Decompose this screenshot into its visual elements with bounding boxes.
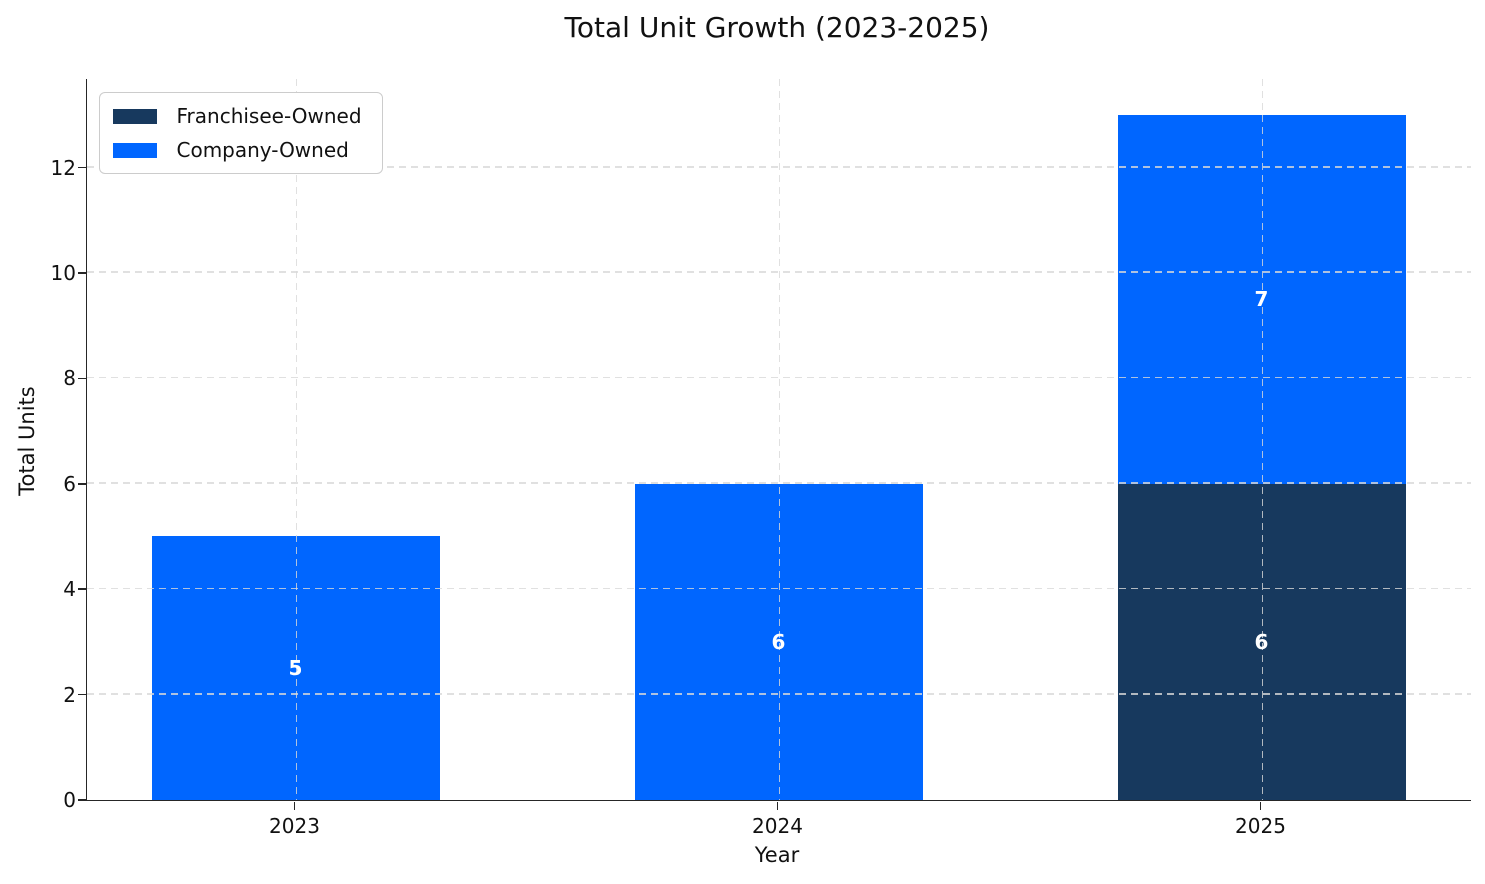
- plot-area: 5 6 6 7 Franchisee-Owned Company-Owned: [85, 79, 1471, 801]
- bar-value-label: 6: [1254, 629, 1269, 654]
- legend-label-franchisee-owned: Franchisee-Owned: [176, 104, 362, 128]
- y-tick-label: 10: [50, 260, 76, 285]
- legend: Franchisee-Owned Company-Owned: [98, 92, 383, 174]
- v-gridline: [778, 79, 780, 800]
- legend-swatch-company-owned-icon: [112, 142, 157, 158]
- y-tick-mark: [77, 377, 86, 380]
- y-tick-label: 6: [63, 471, 76, 496]
- y-tick-mark: [77, 166, 86, 169]
- x-tick-label: 2024: [752, 814, 803, 838]
- chart-title: Total Unit Growth (2023-2025): [564, 11, 990, 44]
- y-tick-mark: [77, 799, 86, 801]
- y-tick-mark: [77, 482, 86, 485]
- y-tick-mark: [77, 272, 86, 274]
- x-tick-label: 2025: [1235, 814, 1286, 838]
- y-tick-label: 2: [63, 682, 76, 707]
- v-gridline: [295, 79, 297, 800]
- y-tick-mark: [77, 693, 86, 696]
- legend-item-company-owned: Company-Owned: [112, 136, 362, 164]
- bar-value-label: 7: [1254, 287, 1269, 312]
- bar-value-label: 6: [771, 629, 786, 654]
- y-tick-label: 4: [63, 577, 76, 602]
- bar-value-label: 5: [288, 656, 303, 681]
- y-tick-label: 8: [63, 366, 76, 391]
- legend-item-franchisee-owned: Franchisee-Owned: [112, 102, 362, 130]
- y-tick-label: 0: [63, 788, 76, 812]
- x-tick-label: 2023: [269, 814, 320, 838]
- y-tick-label: 12: [50, 155, 76, 180]
- x-tick-mark: [1259, 802, 1262, 810]
- x-tick-mark: [776, 802, 779, 810]
- y-tick-mark: [77, 588, 86, 591]
- legend-swatch-franchisee-owned-icon: [112, 108, 157, 124]
- v-gridline: [1261, 79, 1263, 800]
- legend-label-company-owned: Company-Owned: [176, 138, 349, 162]
- x-tick-mark: [293, 802, 296, 810]
- x-axis-title: Year: [754, 843, 800, 867]
